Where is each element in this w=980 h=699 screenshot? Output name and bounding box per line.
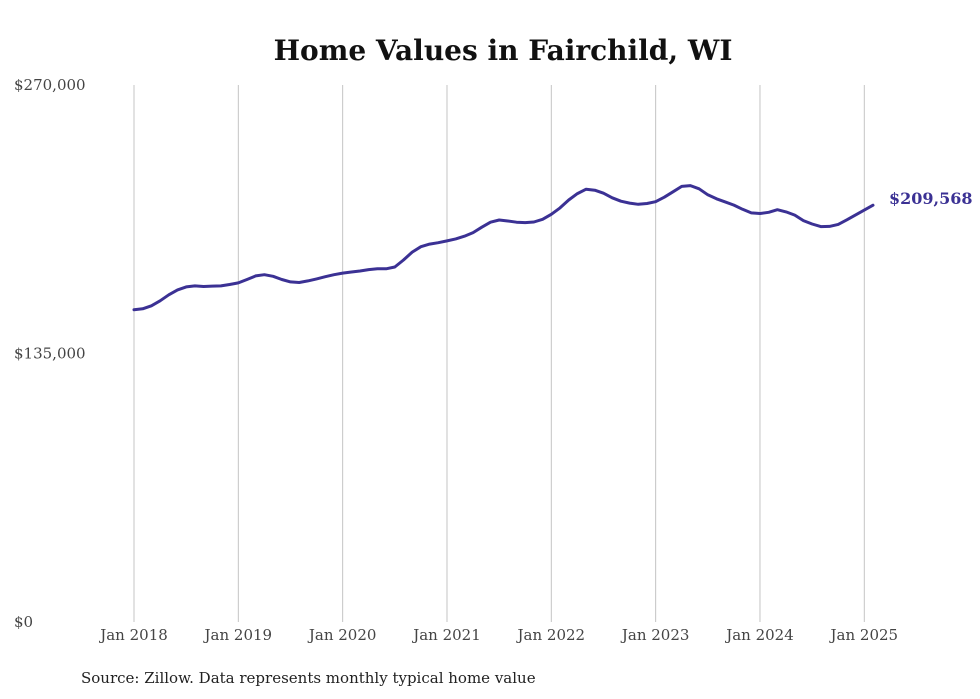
x-tick-label-6: Jan 2024 bbox=[724, 626, 794, 644]
series-group: $209,568 bbox=[132, 184, 973, 312]
x-tick-label-3: Jan 2021 bbox=[411, 626, 481, 644]
x-tick-label-4: Jan 2022 bbox=[516, 626, 586, 644]
x-tick-label-0: Jan 2018 bbox=[98, 626, 168, 644]
y-tick-label-0: $0 bbox=[14, 613, 33, 631]
x-tick-label-7: Jan 2025 bbox=[829, 626, 899, 644]
x-tick-label-2: Jan 2020 bbox=[307, 626, 377, 644]
x-tick-label-1: Jan 2019 bbox=[203, 626, 273, 644]
y-tick-label-1: $135,000 bbox=[14, 345, 86, 363]
series-line bbox=[132, 184, 875, 312]
source-note: Source: Zillow. Data represents monthly … bbox=[81, 669, 536, 687]
y-tick-label-2: $270,000 bbox=[14, 76, 86, 94]
end-value-label: $209,568 bbox=[889, 189, 973, 208]
x-tick-label-5: Jan 2023 bbox=[620, 626, 690, 644]
x-axis-ticks: Jan 2018 Jan 2019 Jan 2020 Jan 2021 Jan 2022… bbox=[98, 626, 898, 644]
gridlines bbox=[133, 85, 865, 622]
chart-title: Home Values in Fairchild, WI bbox=[274, 34, 733, 67]
y-axis-ticks: $0 $135,000 $270,000 bbox=[14, 76, 86, 631]
